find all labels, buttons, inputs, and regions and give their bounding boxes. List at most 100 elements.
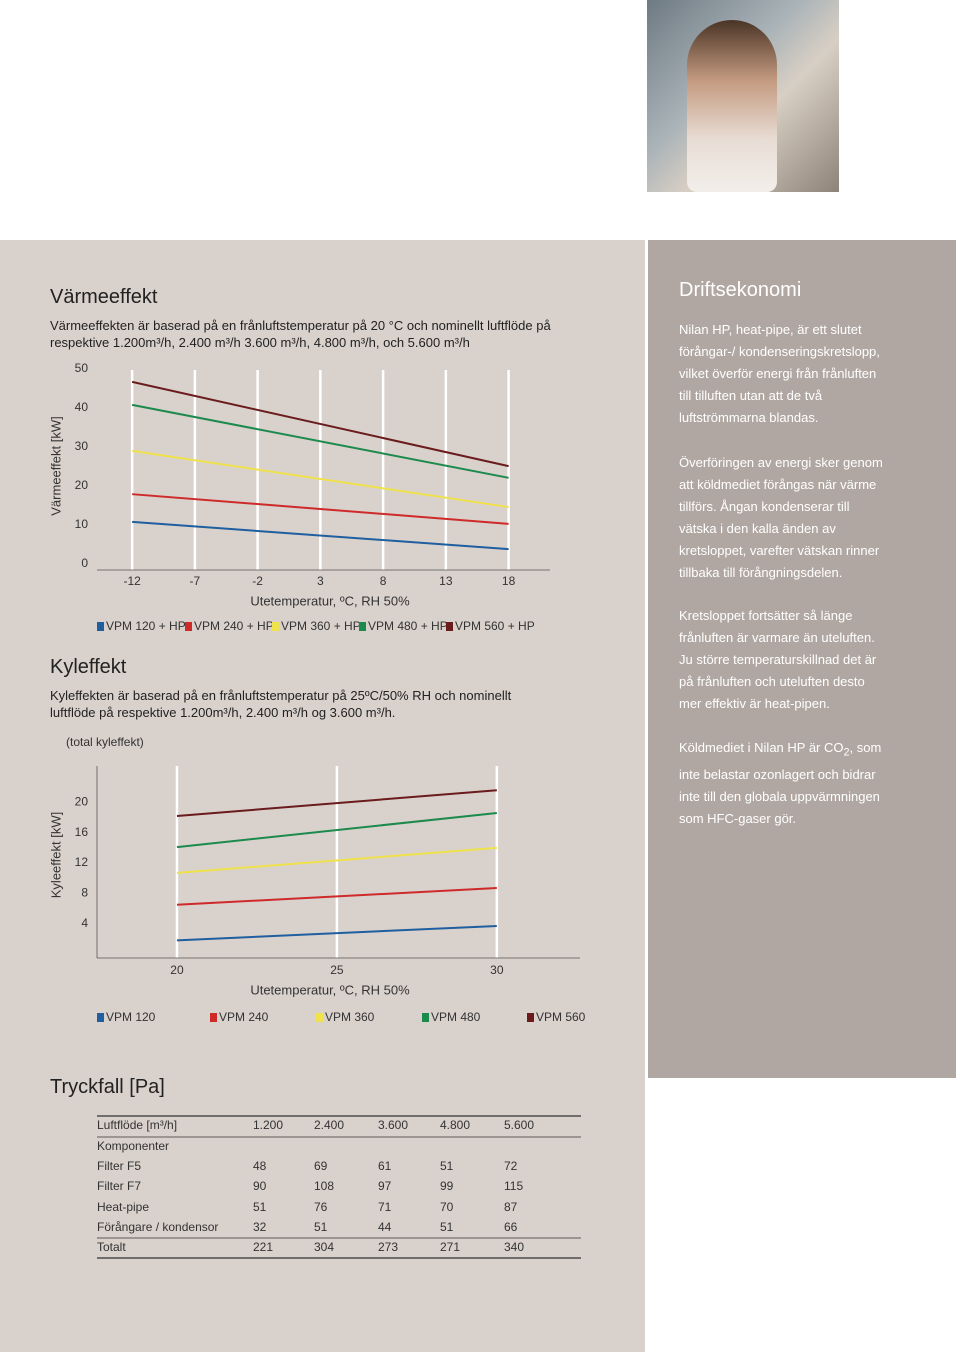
table-header-cell: 1.200 (253, 1118, 283, 1132)
text: , som inte belastar ozonlagert och bidra… (679, 740, 882, 826)
y-tick-label: 30 (75, 439, 89, 453)
table-total-cell: 273 (378, 1240, 398, 1254)
y-tick-label: 50 (75, 361, 89, 375)
paragraph: Överföringen av energi sker genom att kö… (679, 455, 883, 580)
table-cell: 72 (504, 1159, 518, 1173)
table-cell: 69 (314, 1159, 328, 1173)
legend-label: VPM 360 (325, 1010, 375, 1024)
table-total-cell: 221 (253, 1240, 273, 1254)
photo-figure (687, 20, 777, 192)
legend-label: VPM 480 (431, 1010, 481, 1024)
legend-label: VPM 120 (106, 1010, 156, 1024)
table-cell: Heat-pipe (97, 1200, 149, 1214)
series-line (176, 887, 497, 906)
x-axis-label: Utetemperatur, ºC, RH 50% (250, 982, 410, 997)
legend-swatch (97, 1013, 104, 1022)
sidebar-title: Driftsekonomi (679, 279, 802, 301)
y-tick-label: 20 (75, 795, 89, 809)
series-line (176, 811, 497, 849)
series-line (132, 520, 509, 551)
table-header-cell: 3.600 (378, 1118, 408, 1132)
x-tick-label: 18 (502, 574, 516, 588)
description: Värmeeffekten är baserad på en frånlufts… (50, 318, 551, 350)
series-line (132, 493, 509, 525)
table-header-cell: 2.400 (314, 1118, 344, 1132)
legend-swatch (422, 1013, 429, 1022)
legend-swatch (446, 622, 453, 631)
y-axis-label: Värmeeffekt [kW] (48, 416, 63, 515)
photo (647, 0, 839, 192)
heading: Värmeeffekt (50, 286, 158, 308)
series-line (176, 789, 497, 817)
legend-swatch (527, 1013, 534, 1022)
legend-swatch (272, 622, 279, 631)
heading: Kyleffekt (50, 656, 127, 678)
y-tick-label: 40 (75, 400, 89, 414)
legend-swatch (185, 622, 192, 631)
x-tick-label: -12 (123, 574, 141, 588)
side-panel (648, 240, 956, 1078)
legend-label: VPM 240 (219, 1010, 269, 1024)
series-line (131, 449, 509, 509)
table-total-cell: 340 (504, 1240, 524, 1254)
table-cell: 115 (504, 1179, 523, 1193)
y-tick-label: 16 (75, 825, 89, 839)
y-tick-label: 4 (81, 916, 88, 930)
annotation: (total kyleffekt) (66, 735, 144, 749)
table-cell: 87 (504, 1200, 518, 1214)
x-tick-label: 25 (330, 963, 344, 977)
table-cell: 44 (378, 1220, 392, 1234)
legend-label: VPM 560 (536, 1010, 586, 1024)
series-line (176, 846, 497, 874)
table-cell: 99 (440, 1179, 454, 1193)
legend-swatch (97, 622, 104, 631)
series-line (131, 380, 509, 468)
description: Kyleffekten är baserad på en frånluftste… (50, 688, 512, 720)
x-tick-label: 8 (380, 574, 387, 588)
x-tick-label: 20 (170, 963, 184, 977)
table-section: Komponenter (97, 1139, 169, 1153)
y-tick-label: 20 (75, 478, 89, 492)
y-tick-label: 10 (75, 517, 89, 531)
table-cell: 51 (440, 1159, 454, 1173)
table-cell: 70 (440, 1200, 454, 1214)
table-cell: Förångare / kondensor (97, 1220, 218, 1234)
table-cell: 108 (314, 1179, 334, 1193)
y-axis-label: Kyleeffekt [kW] (48, 812, 63, 898)
series-line (131, 403, 509, 479)
x-tick-label: -7 (190, 574, 201, 588)
legend-label: VPM 480 + HP (368, 619, 448, 633)
y-tick-label: 0 (81, 556, 88, 570)
table-cell: Filter F5 (97, 1159, 141, 1173)
legend-swatch (210, 1013, 217, 1022)
x-axis-label: Utetemperatur, ºC, RH 50% (250, 593, 410, 608)
paragraph: Nilan HP, heat-pipe, är ett slutet förån… (679, 322, 880, 425)
x-tick-label: 30 (490, 963, 504, 977)
table-header-cell: Luftflöde [m³/h] (97, 1118, 177, 1132)
table-cell: 48 (253, 1159, 267, 1173)
x-tick-label: 3 (317, 574, 324, 588)
table-cell: 71 (378, 1200, 392, 1214)
table-cell: 51 (440, 1220, 454, 1234)
x-tick-label: -2 (252, 574, 263, 588)
subscript: 2 (843, 746, 850, 759)
table-cell: 51 (314, 1220, 328, 1234)
legend-swatch (316, 1013, 323, 1022)
text: Köldmediet i Nilan HP är CO (679, 740, 844, 755)
heading: Tryckfall [Pa] (50, 1076, 165, 1098)
legend-label: VPM 120 + HP (106, 619, 186, 633)
legend-label: VPM 240 + HP (194, 619, 274, 633)
table-cell: Filter F7 (97, 1179, 141, 1193)
table-header-cell: 5.600 (504, 1118, 534, 1132)
table-cell: 66 (504, 1220, 518, 1234)
table-cell: 76 (314, 1200, 328, 1214)
y-tick-label: 12 (75, 855, 89, 869)
paragraph: Köldmediet i Nilan HP är CO2, som inte b… (679, 737, 884, 830)
legend-label: VPM 360 + HP (281, 619, 361, 633)
table-cell: 90 (253, 1179, 267, 1193)
series-line (176, 924, 497, 942)
paragraph: Kretsloppet fortsätter så länge frånluft… (679, 608, 877, 711)
table-header-cell: 4.800 (440, 1118, 470, 1132)
table-total-cell: Totalt (97, 1240, 126, 1254)
